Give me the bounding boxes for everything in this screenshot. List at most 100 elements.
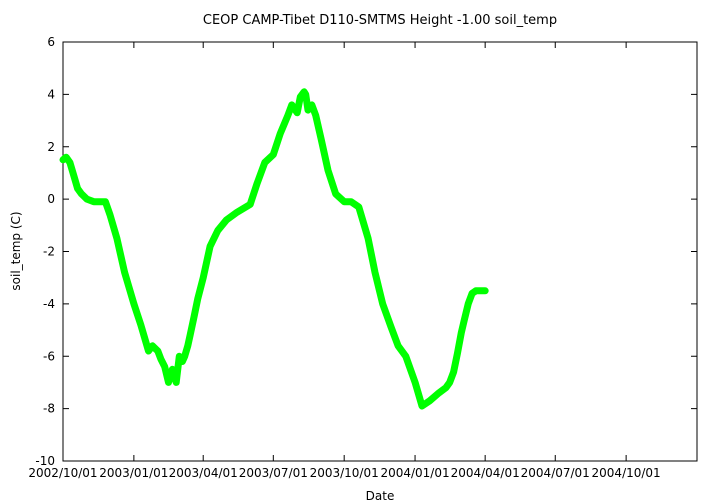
data-point (200, 275, 206, 281)
x-tick-label: 2003/01/01 (99, 466, 168, 480)
data-point (262, 159, 268, 165)
data-point (412, 379, 418, 385)
data-point (294, 110, 300, 116)
data-point (305, 107, 311, 113)
data-point (71, 173, 77, 179)
data-point (341, 199, 347, 205)
data-point (318, 136, 324, 142)
data-point (297, 94, 303, 100)
data-point (254, 180, 260, 186)
data-point (162, 364, 168, 370)
y-tick-label: -8 (43, 402, 55, 416)
data-point (173, 379, 179, 385)
data-point (277, 131, 283, 137)
y-tick-label: 2 (47, 140, 55, 154)
data-point (185, 343, 191, 349)
data-point (138, 322, 144, 328)
x-tick-label: 2004/10/01 (592, 466, 661, 480)
x-tick-label: 2003/10/01 (310, 466, 379, 480)
data-point (469, 290, 475, 296)
data-point (107, 212, 113, 218)
data-point (419, 403, 425, 409)
x-tick-label: 2004/07/01 (521, 466, 590, 480)
data-point (403, 353, 409, 359)
data-point (78, 191, 84, 197)
data-point (91, 199, 97, 205)
data-point (313, 112, 319, 118)
data-point (75, 186, 81, 192)
data-point (270, 152, 276, 158)
data-point (303, 91, 309, 97)
plot-frame (62, 41, 698, 462)
data-point (356, 204, 362, 210)
data-point (166, 379, 172, 385)
data-point (465, 301, 471, 307)
x-tick-label: 2002/10/01 (28, 466, 97, 480)
data-point (289, 102, 295, 108)
data-point (473, 288, 479, 294)
data-point (333, 191, 339, 197)
y-tick-label: 0 (47, 192, 55, 206)
y-axis-label: soil_temp (C) (9, 211, 23, 290)
data-point (477, 288, 483, 294)
data-point (155, 348, 161, 354)
data-point (443, 385, 449, 391)
data-point (372, 269, 378, 275)
x-tick-label: 2003/04/01 (169, 466, 238, 480)
data-point (380, 301, 386, 307)
data-point (461, 317, 467, 323)
data-point (365, 235, 371, 241)
x-axis-ticks: 2002/10/01 2003/01/01 2003/04/01 2003/07/01… (28, 42, 661, 480)
data-point (388, 324, 394, 330)
y-tick-label: -2 (43, 245, 55, 259)
chart-title: CEOP CAMP-Tibet D110-SMTMS Height -1.00 … (203, 13, 557, 28)
data-point (395, 343, 401, 349)
data-point (348, 199, 354, 205)
soil-temp-series-line (59, 88, 489, 410)
data-point (169, 366, 175, 372)
y-tick-label: -6 (43, 349, 55, 363)
data-point (63, 154, 69, 160)
data-point (191, 314, 197, 320)
data-point (102, 199, 108, 205)
x-tick-label: 2003/07/01 (239, 466, 308, 480)
data-point (146, 348, 152, 354)
data-point (325, 167, 331, 173)
data-point (114, 235, 120, 241)
data-point (195, 296, 201, 302)
x-tick-label: 2004/01/01 (380, 466, 449, 480)
data-point (447, 379, 453, 385)
data-point (482, 288, 488, 294)
data-point (84, 196, 90, 202)
data-point (458, 330, 464, 336)
data-point (176, 353, 182, 359)
data-point (67, 159, 73, 165)
data-point (131, 301, 137, 307)
y-axis-ticks: -10 -8 -6 -4 -2 0 2 4 6 (35, 35, 697, 468)
data-point (122, 269, 128, 275)
data-point (149, 343, 155, 349)
data-point (285, 112, 291, 118)
data-point (215, 228, 221, 234)
x-tick-label: 2004/04/01 (451, 466, 520, 480)
data-point (247, 201, 253, 207)
data-point (179, 358, 185, 364)
y-tick-label: -10 (35, 454, 55, 468)
data-point (427, 398, 433, 404)
data-series-layer (59, 88, 489, 410)
data-point (187, 332, 193, 338)
data-point (207, 243, 213, 249)
data-point (223, 217, 229, 223)
data-point (451, 369, 457, 375)
data-point (436, 390, 442, 396)
data-point (234, 209, 240, 215)
data-point (182, 353, 188, 359)
x-axis-label: Date (366, 489, 395, 503)
y-tick-label: 6 (47, 35, 55, 49)
data-point (454, 351, 460, 357)
y-tick-label: -4 (43, 297, 55, 311)
y-tick-label: 4 (47, 87, 55, 101)
data-point (99, 199, 105, 205)
data-point (309, 102, 315, 108)
